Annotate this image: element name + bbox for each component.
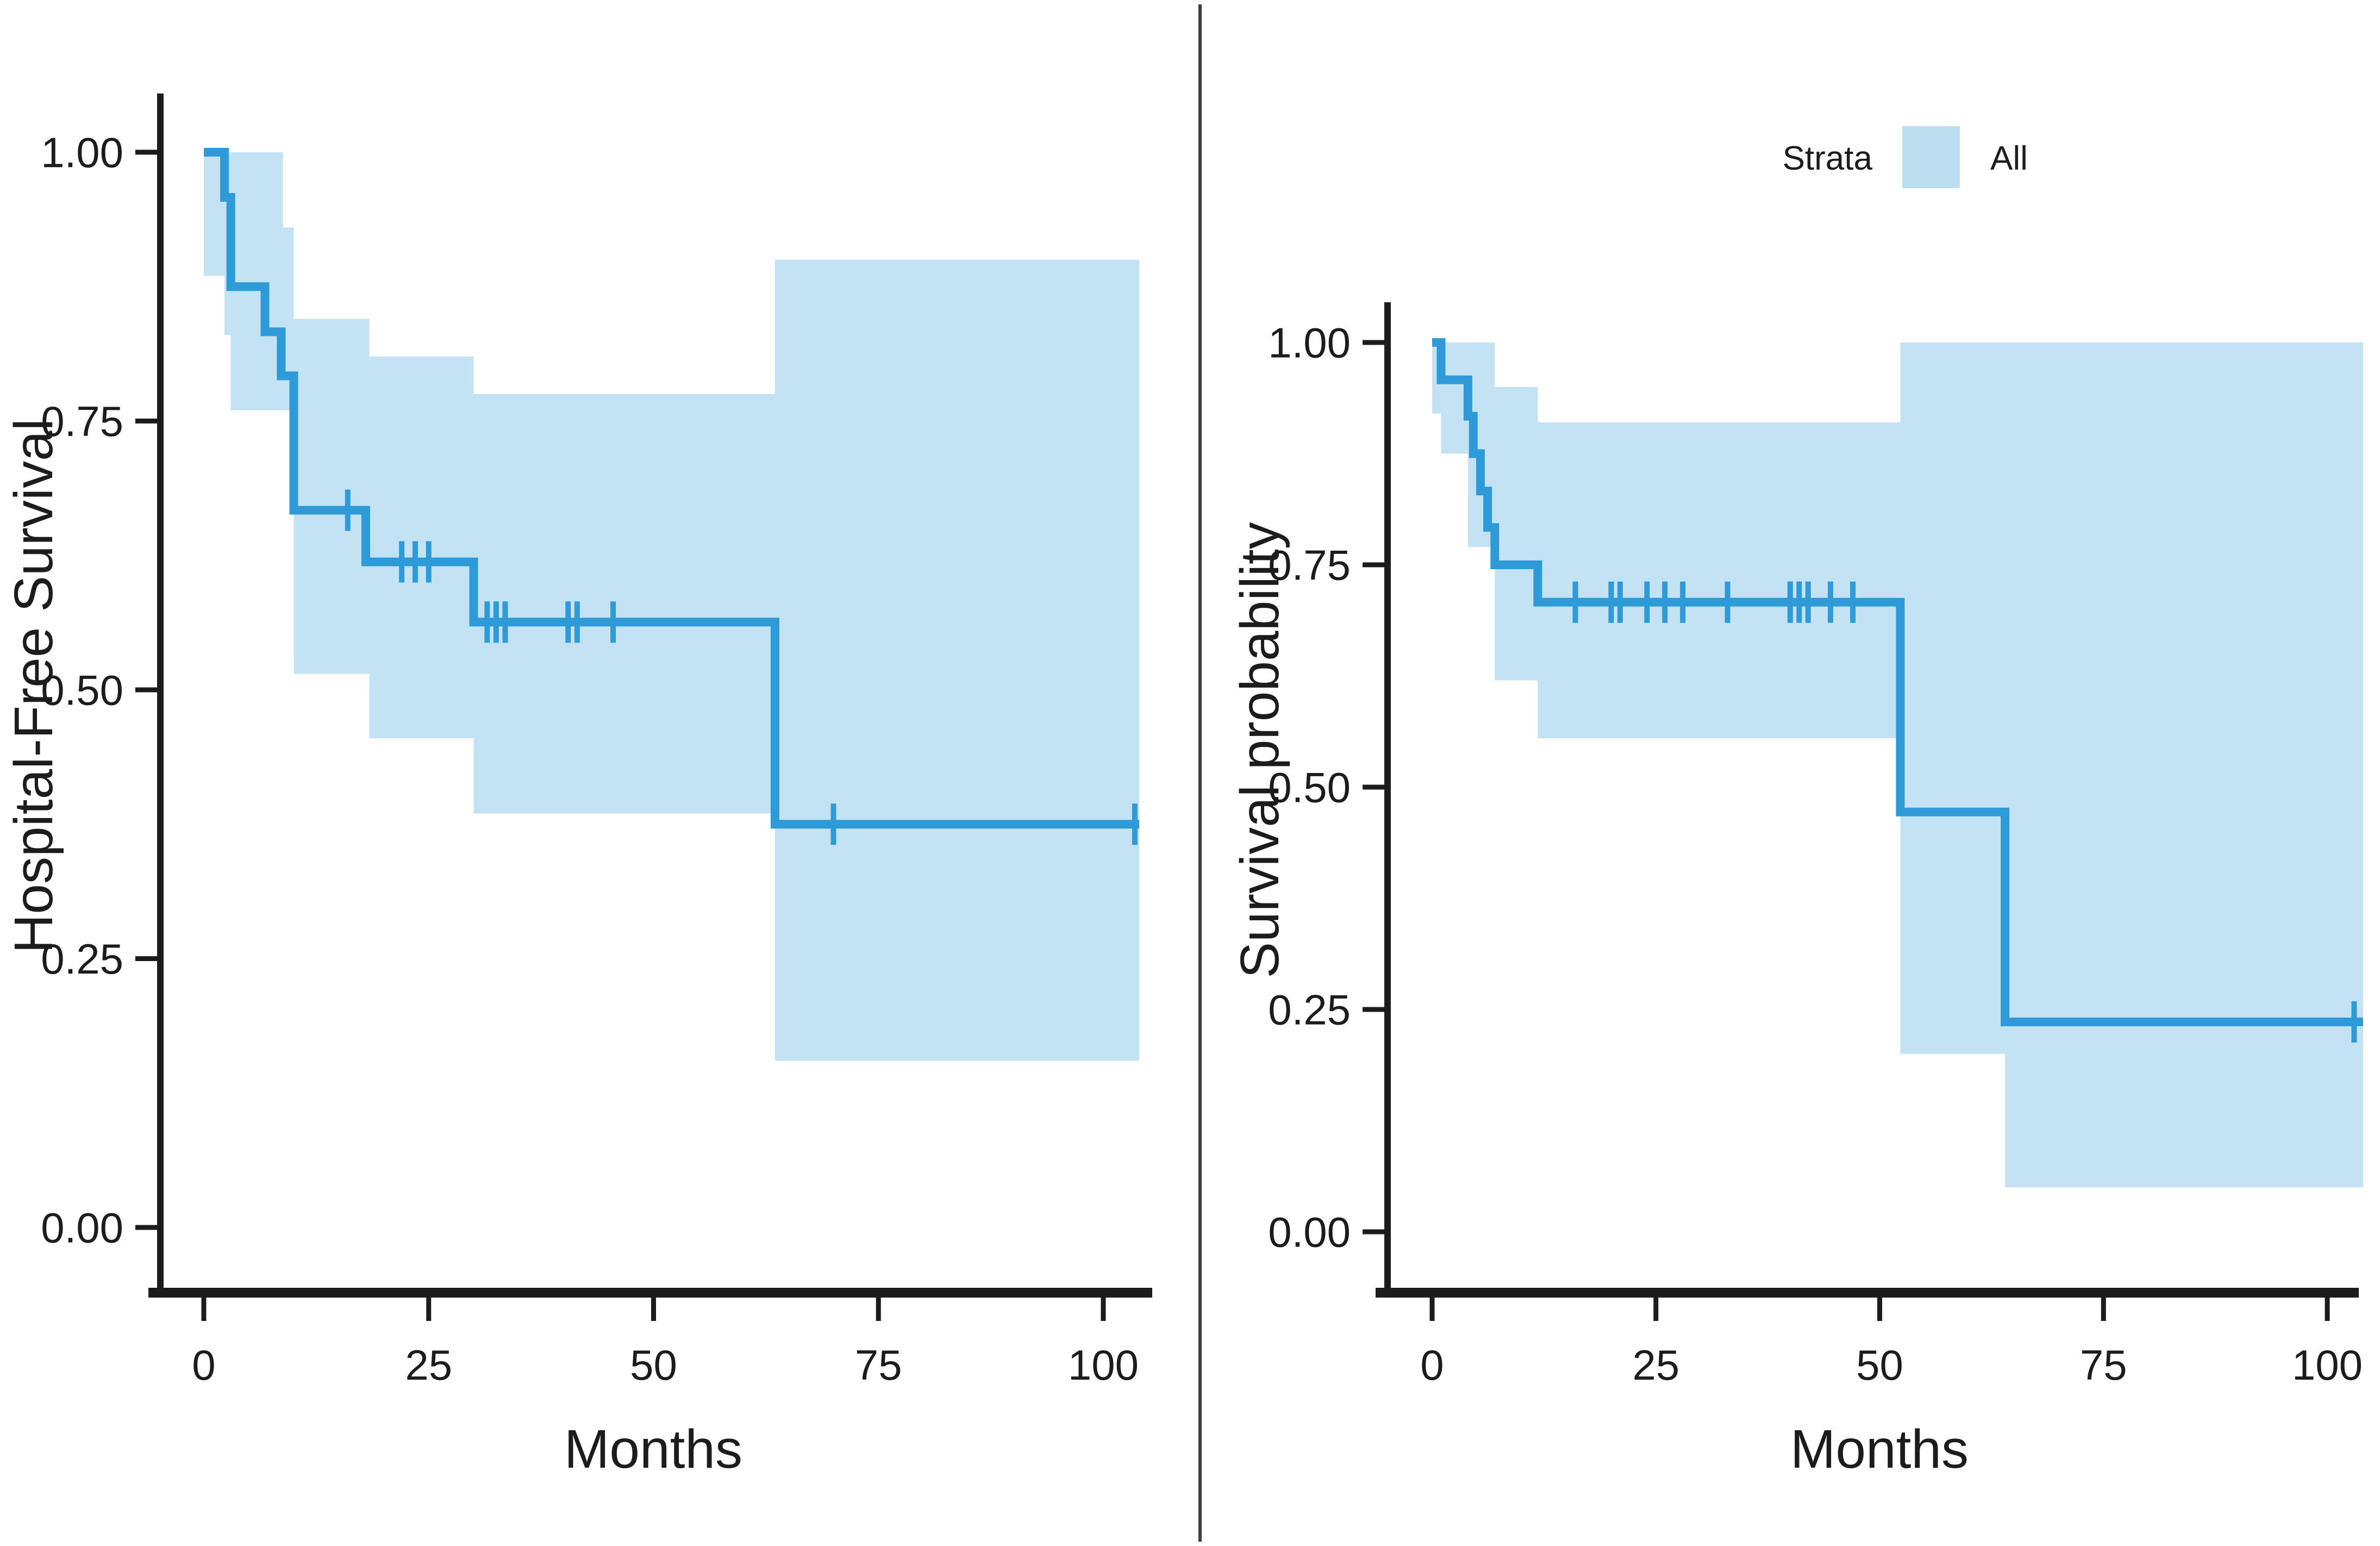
y-tick-label: 0.25	[41, 935, 123, 983]
strata-legend: Strata All	[1783, 126, 2028, 188]
y-axis-label-left: Hospital-Free Survival	[3, 419, 64, 953]
y-tick-label: 0.75	[41, 397, 123, 445]
legend-title: Strata	[1783, 140, 1873, 177]
y-axis-label-right: Survival probability	[1229, 522, 1290, 978]
confidence-band	[1432, 342, 2363, 1188]
y-tick-label: 1.00	[41, 128, 123, 176]
y-tick-label: 0.25	[1268, 986, 1351, 1033]
x-tick-label: 100	[1068, 1341, 1139, 1389]
x-tick-label: 0	[192, 1341, 215, 1389]
x-tick-label: 25	[1632, 1341, 1679, 1389]
x-axis-label-right: Months	[1790, 1419, 1969, 1480]
x-tick-label: 50	[1856, 1341, 1903, 1389]
panel-left-hospital-free-survival: 0.00 0.25 0.50 0.75 1.00 0 25 50 75 100	[41, 93, 1152, 1389]
y-tick-label: 0.00	[1268, 1208, 1351, 1256]
x-tick-label: 25	[405, 1341, 452, 1389]
panel-right-survival-probability: 0.00 0.25 0.50 0.75 1.00 0 25 50 75 100	[1268, 302, 2363, 1389]
y-tick-label: 1.00	[1268, 319, 1351, 366]
y-tick-label: 0.50	[1268, 763, 1351, 811]
y-tick-label: 0.00	[41, 1204, 123, 1251]
x-tick-label: 75	[2080, 1341, 2127, 1389]
x-tick-label: 0	[1420, 1341, 1444, 1389]
km-step-line	[1432, 338, 2363, 1026]
y-tick-label: 0.75	[1268, 541, 1351, 589]
x-tick-label: 100	[2292, 1341, 2363, 1389]
x-axis-label-left: Months	[564, 1419, 742, 1480]
legend-swatch	[1902, 126, 1960, 188]
x-tick-label: 50	[630, 1341, 677, 1389]
y-tick-label: 0.50	[41, 666, 123, 714]
km-step-line	[204, 148, 1140, 829]
legend-item-label: All	[1990, 140, 2028, 177]
x-tick-label: 75	[855, 1341, 902, 1389]
confidence-band	[204, 152, 1140, 1061]
